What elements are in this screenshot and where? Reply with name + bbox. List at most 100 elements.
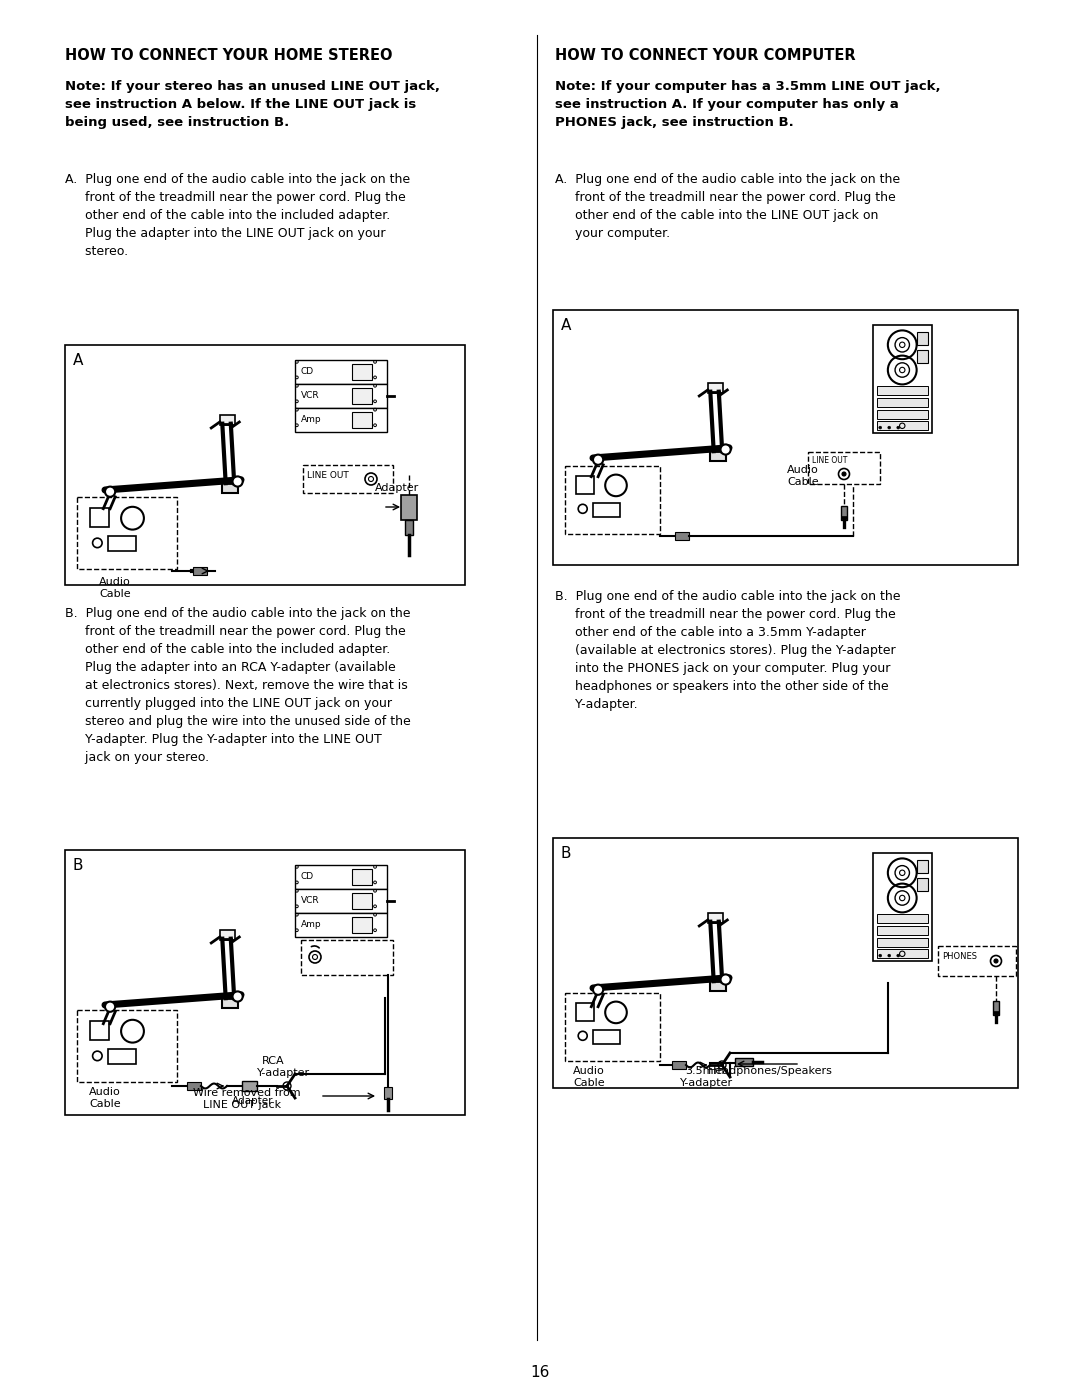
- Bar: [108, 1049, 136, 1065]
- Bar: [707, 914, 723, 923]
- Text: Note: If your computer has a 3.5mm LINE OUT jack,
see instruction A. If your com: Note: If your computer has a 3.5mm LINE …: [555, 80, 941, 129]
- Text: B.  Plug one end of the audio cable into the jack on the
     front of the tread: B. Plug one end of the audio cable into …: [65, 608, 410, 764]
- Bar: [672, 1060, 686, 1069]
- Circle shape: [593, 454, 604, 465]
- Circle shape: [896, 954, 900, 957]
- Text: Cable: Cable: [89, 1099, 121, 1109]
- Bar: [295, 384, 387, 408]
- Bar: [222, 999, 238, 1009]
- Bar: [242, 1081, 257, 1091]
- Text: A: A: [561, 319, 571, 332]
- Text: Audio: Audio: [89, 1087, 121, 1097]
- Text: B.  Plug one end of the audio cable into the jack on the
     front of the tread: B. Plug one end of the audio cable into …: [555, 590, 901, 711]
- Text: PHONES: PHONES: [942, 951, 977, 961]
- Bar: [219, 415, 235, 426]
- Circle shape: [888, 954, 891, 957]
- Text: LINE OUT: LINE OUT: [812, 455, 848, 465]
- Text: Audio: Audio: [99, 577, 131, 587]
- Text: Adapter: Adapter: [375, 483, 419, 493]
- Bar: [77, 1010, 177, 1083]
- Bar: [219, 930, 235, 940]
- Bar: [384, 1087, 392, 1099]
- Bar: [352, 363, 373, 380]
- Circle shape: [232, 992, 243, 1002]
- Bar: [877, 409, 928, 419]
- Bar: [565, 467, 660, 534]
- Bar: [108, 536, 136, 552]
- Text: Amp: Amp: [300, 921, 321, 929]
- Circle shape: [842, 472, 846, 476]
- Bar: [352, 387, 373, 404]
- Bar: [65, 345, 465, 585]
- Text: HOW TO CONNECT YOUR COMPUTER: HOW TO CONNECT YOUR COMPUTER: [555, 47, 855, 63]
- Circle shape: [105, 486, 116, 497]
- Polygon shape: [711, 922, 723, 981]
- Bar: [303, 465, 393, 493]
- Bar: [405, 520, 413, 535]
- Text: CD: CD: [300, 367, 313, 376]
- Bar: [576, 475, 594, 493]
- Bar: [711, 981, 726, 992]
- Bar: [675, 532, 689, 541]
- Bar: [90, 507, 109, 527]
- Bar: [877, 937, 928, 947]
- Text: CD: CD: [300, 873, 313, 882]
- Bar: [553, 838, 1018, 1088]
- Bar: [917, 332, 928, 345]
- Polygon shape: [711, 391, 723, 451]
- Text: 3.5mm: 3.5mm: [685, 1066, 725, 1076]
- Circle shape: [879, 426, 881, 429]
- Text: VCR: VCR: [300, 897, 320, 905]
- Bar: [939, 946, 1016, 977]
- Bar: [917, 861, 928, 873]
- Bar: [711, 451, 726, 461]
- Bar: [295, 912, 387, 937]
- Circle shape: [720, 974, 731, 985]
- Text: Cable: Cable: [99, 590, 131, 599]
- Bar: [352, 412, 373, 427]
- Bar: [917, 879, 928, 891]
- Bar: [993, 1002, 999, 1016]
- Circle shape: [105, 1002, 116, 1011]
- Text: Amp: Amp: [300, 415, 321, 425]
- Bar: [873, 326, 931, 433]
- Text: 16: 16: [530, 1365, 550, 1380]
- Text: B: B: [561, 847, 571, 861]
- Bar: [401, 495, 417, 520]
- Bar: [222, 483, 238, 493]
- Bar: [593, 503, 620, 517]
- Text: Y-adapter: Y-adapter: [680, 1078, 733, 1088]
- Bar: [77, 497, 177, 569]
- Polygon shape: [222, 423, 234, 483]
- Circle shape: [720, 444, 731, 454]
- Text: LINE OUT: LINE OUT: [307, 471, 349, 481]
- Text: B: B: [73, 858, 83, 873]
- Circle shape: [994, 958, 998, 963]
- Circle shape: [888, 426, 891, 429]
- Text: RCA: RCA: [262, 1056, 285, 1066]
- Text: Headphones/Speakers: Headphones/Speakers: [708, 1066, 833, 1076]
- Bar: [301, 940, 393, 975]
- Bar: [352, 893, 373, 909]
- Text: HOW TO CONNECT YOUR HOME STEREO: HOW TO CONNECT YOUR HOME STEREO: [65, 47, 392, 63]
- Circle shape: [879, 954, 881, 957]
- Circle shape: [593, 985, 604, 995]
- Bar: [707, 383, 723, 394]
- Bar: [295, 360, 387, 384]
- Bar: [841, 515, 847, 518]
- Bar: [735, 1058, 753, 1066]
- Text: A.  Plug one end of the audio cable into the jack on the
     front of the tread: A. Plug one end of the audio cable into …: [555, 173, 900, 240]
- Bar: [873, 854, 931, 961]
- Text: Audio: Audio: [573, 1066, 605, 1076]
- Bar: [295, 408, 387, 432]
- Circle shape: [232, 476, 243, 486]
- Bar: [917, 351, 928, 363]
- Bar: [877, 950, 928, 958]
- Bar: [808, 453, 880, 483]
- Bar: [877, 398, 928, 407]
- Text: LINE OUT jack: LINE OUT jack: [203, 1099, 281, 1111]
- Bar: [593, 1030, 620, 1044]
- Bar: [352, 916, 373, 933]
- Text: Adapter: Adapter: [232, 1097, 273, 1106]
- Bar: [187, 1083, 201, 1090]
